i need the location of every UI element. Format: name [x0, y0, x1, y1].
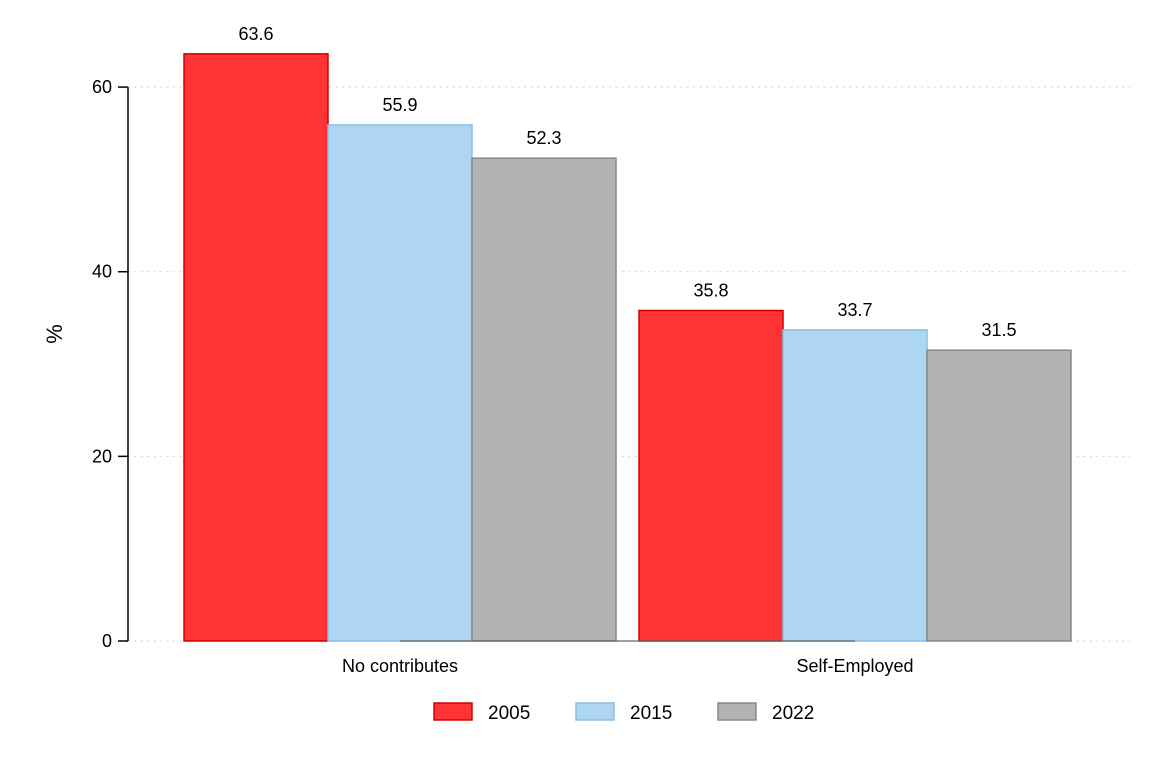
legend-swatch-2015: [575, 702, 615, 721]
legend-label-2022: 2022: [772, 703, 814, 724]
y-tick-label: 0: [102, 631, 112, 651]
legend-swatch-2005: [433, 702, 473, 721]
y-tick-label: 60: [92, 77, 112, 97]
bar-2022-0: [471, 157, 617, 642]
bar-2005-1: [638, 309, 784, 642]
data-labels: 63.6 55.9 52.3 35.8 33.7 31.5: [238, 24, 1016, 340]
data-label-2005-1: 35.8: [693, 280, 728, 300]
y-tick-label: 20: [92, 446, 112, 466]
bar-2015-0: [327, 124, 473, 642]
x-axis: No contributes Self-Employed: [342, 640, 914, 676]
x-category-label: Self-Employed: [796, 656, 913, 676]
data-label-2015-1: 33.7: [837, 300, 872, 320]
x-category-label: No contributes: [342, 656, 458, 676]
y-tick-label: 40: [92, 262, 112, 282]
y-axis: 0 20 40 60: [92, 77, 129, 651]
legend-label-2015: 2015: [630, 703, 672, 724]
y-axis-title: %: [42, 324, 67, 344]
data-label-2022-0: 52.3: [526, 128, 561, 148]
bars: [183, 53, 1072, 642]
data-label-2022-1: 31.5: [981, 320, 1016, 340]
bar-2022-1: [926, 349, 1072, 642]
legend-label-2005: 2005: [488, 703, 530, 724]
legend: 2005 2015 2022: [433, 702, 814, 724]
bar-2015-1: [782, 329, 928, 642]
data-label-2005-0: 63.6: [238, 24, 273, 44]
legend-swatch-2022: [717, 702, 757, 721]
bar-2005-0: [183, 53, 329, 642]
data-label-2015-0: 55.9: [382, 95, 417, 115]
